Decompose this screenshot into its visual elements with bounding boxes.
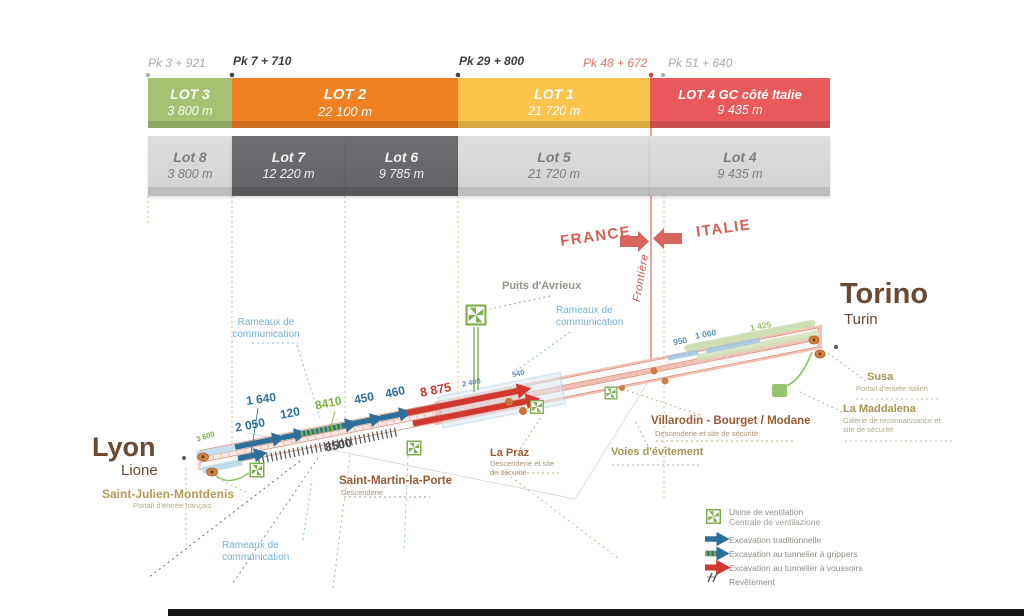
susa-track-2 xyxy=(696,330,820,361)
lot-name: Lot 8 xyxy=(173,149,207,166)
city-lyon: Lyon xyxy=(92,432,156,462)
leader-8410 xyxy=(329,410,336,431)
works-lot-5: Lot 5 21 720 m xyxy=(458,136,650,196)
lot-length: 21 720 m xyxy=(527,103,581,118)
lot-length: 9 785 m xyxy=(378,166,425,181)
contract-lot-2: LOT 2 22 100 m xyxy=(232,78,458,128)
border-arrows xyxy=(620,228,682,252)
lining-hatch-icon xyxy=(707,572,718,583)
city-torino-alt: Turin xyxy=(844,311,878,328)
lot-name: Lot 4 xyxy=(723,149,757,166)
tunnel xyxy=(196,319,822,474)
city-torino: Torino xyxy=(840,278,929,310)
works-lot-4: Lot 4 9 435 m xyxy=(650,136,830,196)
leader-lines xyxy=(147,295,952,589)
legend-ventilation-it: Centrale de ventilazione xyxy=(729,516,821,527)
bottom-bar xyxy=(168,609,1024,616)
lining-hatch xyxy=(257,427,398,465)
lot-length: 9 435 m xyxy=(717,103,763,118)
site-saint-martin-detail: Descenderie xyxy=(341,488,384,497)
legend-traditional: Excavation traditionnelle xyxy=(729,534,822,545)
works-lot-7: Lot 7 12 220 m xyxy=(232,136,345,196)
site-villarodin: Villarodin - Bourget / Modane xyxy=(651,415,811,427)
avrieux-shaft xyxy=(473,327,479,392)
site-susa: Susa xyxy=(867,371,894,383)
portals xyxy=(197,335,826,477)
east-gallery-1 xyxy=(667,349,699,361)
lot-name: Lot 5 xyxy=(537,149,571,166)
contract-lot-3: LOT 3 3 800 m xyxy=(148,78,232,128)
ventilation-legend-icon xyxy=(706,509,721,524)
site-susa-detail: Portail d'entrée italien xyxy=(856,384,928,393)
site-saint-julien: Saint-Julien-Montdenis xyxy=(102,487,234,501)
site-saint-martin: Saint-Martin-la-Porte xyxy=(339,475,453,487)
pk-marker: Pk 7 + 710 xyxy=(233,54,292,68)
legend-lining: Revêtement xyxy=(729,577,775,587)
site-puits-avrieux: Puits d'Avrieux xyxy=(502,280,582,292)
pk-marker: Pk 48 + 672 xyxy=(583,56,648,70)
ventilation-icon xyxy=(406,440,422,456)
lot-length: 21 720 m xyxy=(527,166,581,181)
site-la-praz-detail: Descenderie et site de sécurité xyxy=(490,459,555,477)
lot-name: Lot 7 xyxy=(271,149,306,166)
lot-length: 9 435 m xyxy=(717,166,763,181)
site-la-praz: La Praz xyxy=(490,447,530,459)
lot-length: 12 220 m xyxy=(262,166,315,181)
lot-length: 22 100 m xyxy=(317,104,373,120)
pk-marker: Pk 3 + 921 xyxy=(148,56,206,70)
site-saint-julien-detail: Portail d'entrée français xyxy=(133,501,212,510)
legend-symbols xyxy=(705,509,731,583)
leader-1640 xyxy=(250,407,259,455)
ventilation-icon xyxy=(604,386,618,400)
pk-dots xyxy=(146,72,665,78)
ventilation-icon xyxy=(465,304,487,326)
maddalena-pad xyxy=(772,384,787,397)
site-voies-evitement: Voies d'évitement xyxy=(611,446,704,458)
legend-ventilation-fr: Usine de ventilation xyxy=(729,507,804,517)
arrow-left-icon xyxy=(653,228,682,249)
rameaux-label-west: Rameaux de communication xyxy=(232,317,300,340)
lot-name: LOT 3 xyxy=(170,86,210,103)
works-lot-8: Lot 8 3 800 m xyxy=(148,136,232,196)
site-la-maddalena-detail: Galerie de reconnaissance et site de séc… xyxy=(843,416,941,434)
works-lot-6: Lot 6 9 785 m xyxy=(345,136,458,196)
east-gallery-2 xyxy=(705,337,761,354)
legend-voussoirs: Excavation au tunnelier à voussoirs xyxy=(729,563,863,573)
pk-marker: Pk 51 + 640 xyxy=(668,56,733,70)
lot-length: 3 800 m xyxy=(167,166,213,181)
ventilation-icon xyxy=(530,400,544,414)
site-villarodin-detail: Descenderie et site de sécurité xyxy=(655,429,758,438)
lot-length: 3 800 m xyxy=(167,103,213,118)
site-la-maddalena: La Maddalena xyxy=(843,403,916,415)
contract-lot-1: LOT 1 21 720 m xyxy=(458,78,650,128)
ventilation-icon xyxy=(249,462,265,478)
lot-name: Lot 6 xyxy=(384,149,419,166)
arrow-right-icon xyxy=(620,231,649,252)
contract-lot-4gc: LOT 4 GC côté Italie 9 435 m xyxy=(650,78,830,128)
city-lyon-alt: Lione xyxy=(121,462,158,479)
excavation-grippers xyxy=(300,418,359,437)
rameaux-label-south: Rameaux de communication xyxy=(222,540,290,563)
legend-grippers: Excavation au tunnelier à grippers xyxy=(729,549,858,559)
susa-track-1 xyxy=(684,319,816,352)
lot-name: LOT 4 GC côté Italie xyxy=(678,86,802,102)
pk-marker: Pk 29 + 800 xyxy=(459,54,525,68)
lot-name: LOT 1 xyxy=(534,86,574,103)
lot-name: LOT 2 xyxy=(323,85,367,103)
rameaux-label-mid: Rameaux de communication xyxy=(556,305,624,328)
